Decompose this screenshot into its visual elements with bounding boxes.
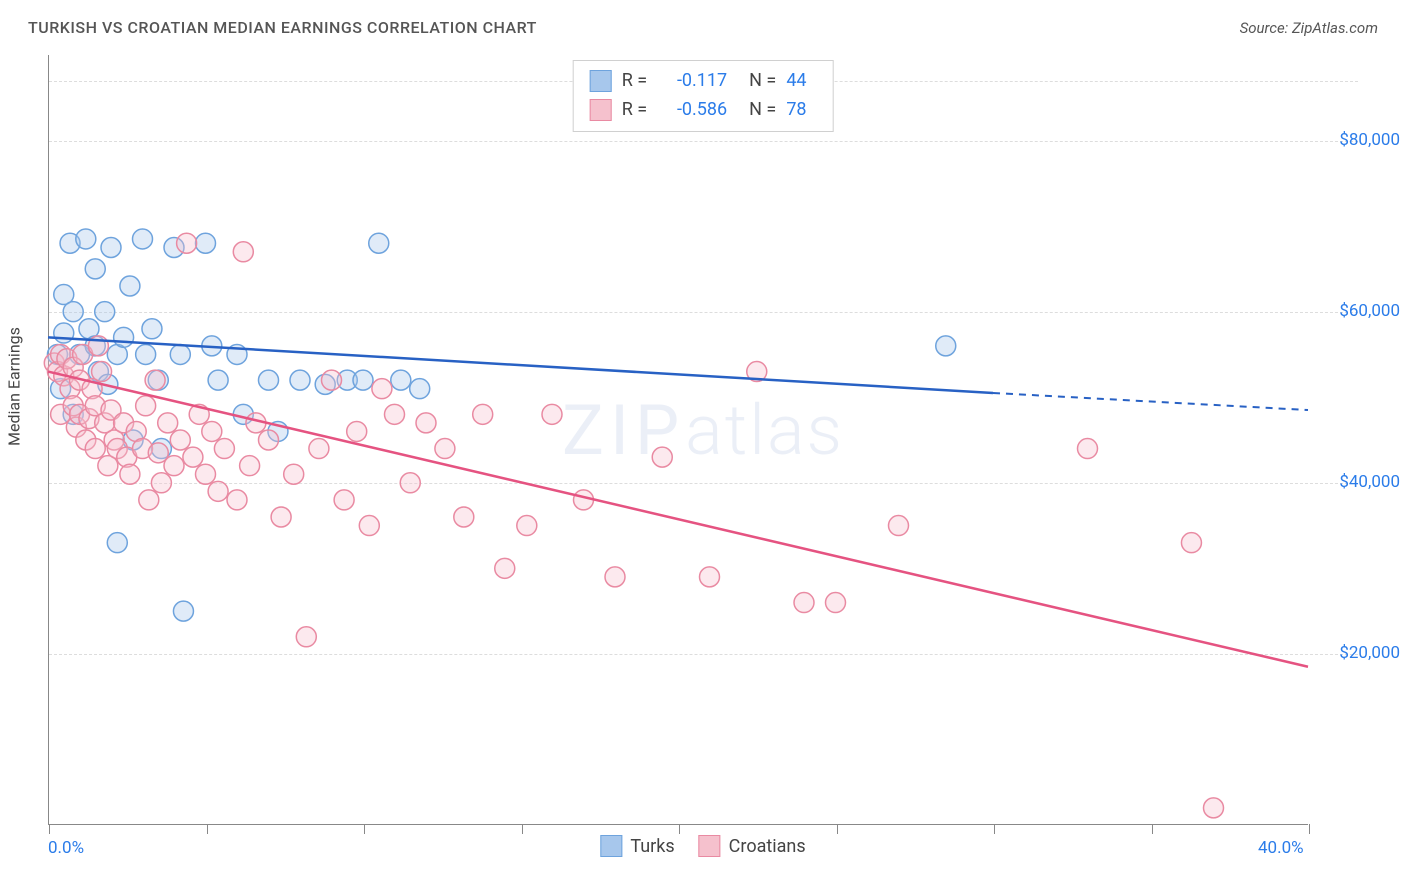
legend-label: Turks	[630, 836, 674, 857]
n-label: N =	[749, 96, 776, 125]
series-legend: Turks Croatians	[600, 835, 805, 857]
y-tick-label: $40,000	[1320, 472, 1400, 492]
legend-swatch	[590, 70, 612, 92]
n-value: 44	[786, 67, 816, 96]
legend-label: Croatians	[729, 836, 806, 857]
r-label: R =	[622, 67, 647, 96]
legend-row-croatians: R = -0.586 N = 78	[590, 96, 817, 125]
x-tick-label: 0.0%	[48, 838, 84, 858]
legend-swatch	[699, 835, 721, 857]
chart-canvas	[48, 55, 1308, 825]
legend-row-turks: R = -0.117 N = 44	[590, 67, 817, 96]
y-tick-label: $60,000	[1320, 301, 1400, 321]
r-value: -0.117	[657, 67, 727, 96]
y-tick-label: $80,000	[1320, 130, 1400, 150]
r-value: -0.586	[657, 96, 727, 125]
y-tick-label: $20,000	[1320, 643, 1400, 663]
legend-item-turks: Turks	[600, 835, 674, 857]
legend-item-croatians: Croatians	[699, 835, 806, 857]
chart-title: TURKISH VS CROATIAN MEDIAN EARNINGS CORR…	[28, 18, 537, 37]
r-label: R =	[622, 96, 647, 125]
n-value: 78	[786, 96, 816, 125]
n-label: N =	[749, 67, 776, 96]
x-tick-label: 40.0%	[1258, 838, 1304, 858]
legend-swatch	[600, 835, 622, 857]
correlation-legend: R = -0.117 N = 44 R = -0.586 N = 78	[573, 60, 834, 132]
y-axis-label: Median Earnings	[5, 327, 24, 446]
legend-swatch	[590, 99, 612, 121]
source-attribution: Source: ZipAtlas.com	[1240, 19, 1378, 37]
